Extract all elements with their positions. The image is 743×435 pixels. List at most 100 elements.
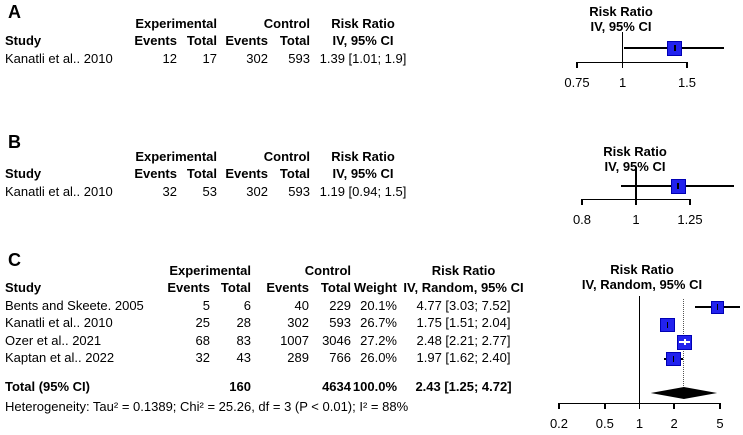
axis-tick <box>719 403 721 409</box>
axis-tick <box>604 403 606 409</box>
study-column-header: Study <box>5 280 42 296</box>
study-name: Bents and Skeete. 2005 <box>5 297 144 313</box>
exp-total: 83 <box>236 332 251 348</box>
ctrl-total: 593 <box>329 315 351 331</box>
exp-total: 6 <box>243 297 251 313</box>
reference-line <box>621 32 624 68</box>
axis-tick <box>673 403 675 409</box>
study-column-header: Study <box>5 33 42 49</box>
risk-ratio-group-header: Risk Ratio <box>431 263 496 278</box>
group-header-row: Experimental Control Risk Ratio <box>5 15 416 32</box>
study-name: Ozer et al.. 2021 <box>5 332 102 348</box>
forest-plot-title: Risk Ratio IV, Random, 95% CI <box>581 262 703 292</box>
total-ctrl-total: 4634 <box>322 379 351 395</box>
weight-value: 26.7% <box>360 315 397 331</box>
axis-tick-label: 2 <box>670 416 678 431</box>
total-exp-total: 160 <box>229 379 251 395</box>
group-header-row: Experimental Control Risk Ratio <box>5 148 416 165</box>
heterogeneity-text: Heterogeneity: Tau² = 0.1389; Chi² = 25.… <box>5 399 409 414</box>
events-column-header: Events <box>225 166 268 182</box>
point-estimate-tick <box>672 356 675 362</box>
ctrl-events: 289 <box>287 350 309 366</box>
axis-tick <box>576 62 578 68</box>
risk-ratio-value: 1.75 [1.51; 2.04] <box>416 315 511 331</box>
total-label: Total (95% CI) <box>5 379 90 395</box>
weight-value: 26.0% <box>360 350 397 366</box>
axis-tick-label: 0.8 <box>572 212 592 227</box>
weight-column-header: Weight <box>353 280 397 296</box>
weight-value: 27.2% <box>360 332 397 348</box>
events-column-header: Events <box>225 33 268 49</box>
study-name: Kanatli et al.. 2010 <box>5 183 113 199</box>
axis-tick-label: 1.25 <box>677 212 703 227</box>
table-row: Ozer et al.. 2021 68 83 1007 3046 27.2% … <box>5 332 530 349</box>
axis-tick-label: 1 <box>632 212 640 227</box>
exp-total: 28 <box>236 315 251 331</box>
axis-tick <box>558 403 560 409</box>
experimental-group-header: Experimental <box>169 263 251 278</box>
axis-tick-label: 1 <box>619 75 627 90</box>
point-estimate-tick <box>716 304 719 310</box>
panel-a-label: A <box>8 2 21 22</box>
table-row: Bents and Skeete. 2005 5 6 40 229 20.1% … <box>5 297 530 314</box>
risk-ratio-value: 1.97 [1.62; 2.40] <box>416 350 511 366</box>
risk-ratio-group-header: Risk Ratio <box>331 149 395 164</box>
experimental-group-header: Experimental <box>135 16 217 31</box>
exp-events: 32 <box>162 183 177 199</box>
ctrl-events: 1007 <box>280 332 309 348</box>
column-header-row: Study Events Total Events Total Weight I… <box>5 279 530 296</box>
total-column-header: Total <box>320 280 351 296</box>
control-group-header: Control <box>304 263 351 278</box>
ci-column-header: IV, 95% CI <box>332 166 394 182</box>
column-header-row: Study Events Total Events Total IV, 95% … <box>5 32 416 49</box>
exp-events: 32 <box>195 350 210 366</box>
axis-tick <box>621 62 624 68</box>
total-row: Total (95% CI) 160 4634 100.0% 2.43 [1.2… <box>5 378 530 395</box>
axis-tick <box>638 403 641 409</box>
spacer-row <box>5 366 530 378</box>
table-row: Kanatli et al.. 2010 25 28 302 593 26.7%… <box>5 314 530 331</box>
study-name: Kaptan et al.. 2022 <box>5 350 115 366</box>
total-risk-ratio: 2.43 [1.25; 4.72] <box>415 379 512 395</box>
ctrl-events: 302 <box>246 50 268 66</box>
axis-tick <box>581 199 583 205</box>
exp-events: 25 <box>195 315 210 331</box>
risk-ratio-value: 1.19 [0.94; 1.5] <box>319 183 407 199</box>
risk-ratio-value: 4.77 [3.03; 7.52] <box>416 297 511 313</box>
exp-events: 68 <box>195 332 210 348</box>
axis-tick <box>635 199 637 205</box>
exp-total: 17 <box>202 50 217 66</box>
total-column-header: Total <box>279 33 310 49</box>
ci-column-header: IV, 95% CI <box>332 33 394 49</box>
total-weight: 100.0% <box>352 379 397 395</box>
control-group-header: Control <box>263 16 310 31</box>
axis-tick-label: 5 <box>716 416 724 431</box>
exp-events: 12 <box>162 50 177 66</box>
axis-tick-label: 1 <box>635 416 644 431</box>
point-estimate-tick <box>666 322 669 328</box>
ctrl-total: 593 <box>288 183 310 199</box>
ctrl-events: 302 <box>246 183 268 199</box>
reference-line <box>638 296 641 403</box>
ci-column-header: IV, Random, 95% CI <box>403 280 524 296</box>
exp-total: 43 <box>236 350 251 366</box>
total-column-header: Total <box>186 166 217 182</box>
total-column-header: Total <box>220 280 251 296</box>
study-name: Kanatli et al.. 2010 <box>5 50 113 66</box>
total-column-header: Total <box>186 33 217 49</box>
column-header-row: Study Events Total Events Total IV, 95% … <box>5 165 416 182</box>
point-estimate-tick <box>677 183 679 189</box>
group-header-row: Experimental Control Risk Ratio <box>5 262 530 279</box>
study-column-header: Study <box>5 166 42 182</box>
risk-ratio-value: 2.48 [2.21; 2.77] <box>416 332 511 348</box>
exp-events: 5 <box>202 297 210 313</box>
axis-tick-label: 0.5 <box>595 416 614 431</box>
panel-a-table: Experimental Control Risk Ratio Study Ev… <box>5 15 416 67</box>
pooled-diamond <box>650 387 718 399</box>
weight-value: 20.1% <box>360 297 397 313</box>
ctrl-total: 229 <box>329 297 351 313</box>
total-column-header: Total <box>279 166 310 182</box>
point-estimate-tick <box>674 45 676 51</box>
ctrl-total: 3046 <box>322 332 351 348</box>
